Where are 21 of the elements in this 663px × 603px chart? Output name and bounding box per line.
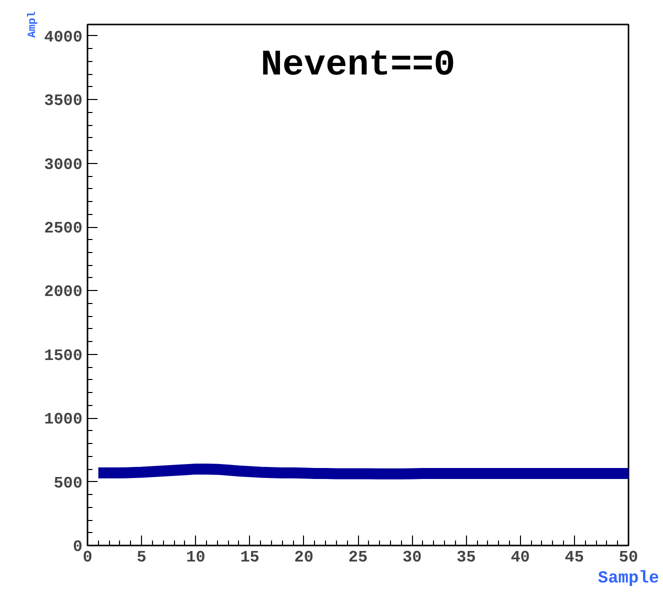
x-tick-label: 5 [136,548,146,566]
y-tick-label: 4000 [44,28,82,46]
y-axis-title: Ampl [27,10,40,38]
y-tick-label: 2000 [44,283,82,302]
x-axis-title: Sample [598,570,660,588]
y-tick-label: 2500 [44,220,82,238]
x-tick-label: 15 [240,548,260,566]
x-tick-label: 10 [186,548,206,566]
x-tick-label: 30 [402,548,422,566]
x-tick-label: 40 [510,548,530,566]
y-tick-label: 3000 [44,156,82,174]
x-tick-label: 25 [348,548,368,566]
y-tick-label: 1000 [44,410,82,429]
x-tick-label: 20 [294,548,314,566]
x-tick-label: 50 [618,548,638,566]
y-tick-label: 1500 [44,346,82,365]
y-tick-label: 3500 [44,92,82,110]
y-tick-label: 500 [54,474,83,492]
x-tick-label: 45 [564,548,584,566]
text: Nevent==0 [260,44,456,86]
x-tick-label: 35 [456,548,476,566]
